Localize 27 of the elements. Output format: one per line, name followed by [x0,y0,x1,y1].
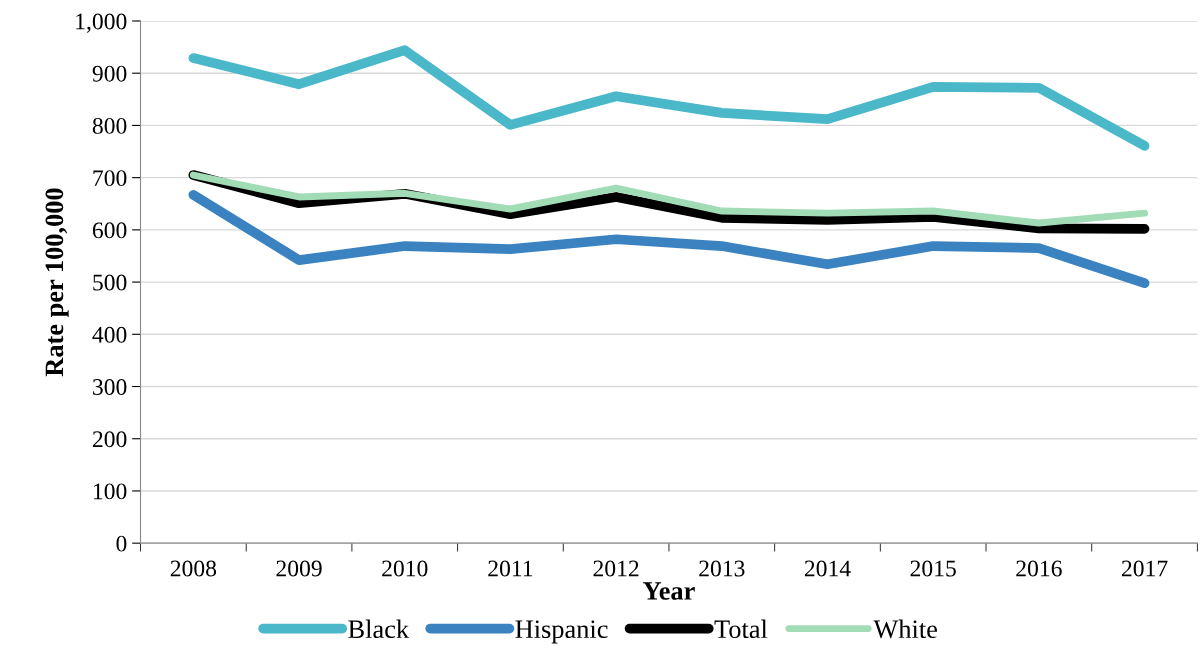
y-axis-title: Rate per 100,000 [45,188,69,377]
x-tick-label: 2017 [1121,560,1168,577]
x-tick-label: 2014 [804,560,851,577]
x-tick-label: 2013 [699,560,745,577]
y-tick-label: 1,000 [76,13,127,33]
legend-label: Hispanic [515,620,608,644]
x-tick-label: 2008 [170,560,217,577]
legend-label: White [873,619,937,639]
legend-label: Total [714,619,768,639]
y-tick-label: 400 [92,326,127,343]
y-tick-label: 100 [93,483,127,500]
y-tick-label: 600 [92,222,127,239]
x-tick-label: 2010 [382,560,428,577]
y-tick-label: 0 [116,535,127,552]
x-tick-label: 2009 [276,560,322,577]
y-tick-label: 200 [92,431,127,448]
x-axis-title: Year [643,582,695,600]
x-tick-label: 2016 [1016,560,1062,577]
x-tick-label: 2012 [593,560,639,577]
y-tick-label: 500 [93,274,127,291]
y-tick-label: 800 [92,117,127,134]
y-tick-label: 700 [93,170,127,187]
y-tick-label: 900 [92,65,127,82]
y-tick-label: 300 [93,379,127,395]
x-tick-label: 2011 [488,560,533,577]
x-tick-label: 2015 [910,560,956,577]
legend-label: Black [348,619,410,639]
